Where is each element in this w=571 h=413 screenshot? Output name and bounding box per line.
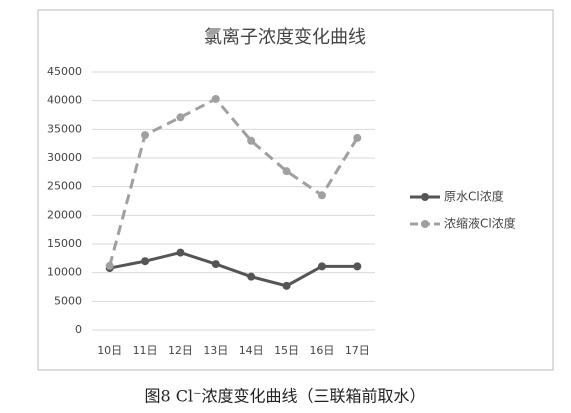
caption: 图8 Cl⁻浓度变化曲线（三联箱前取水）: [144, 387, 425, 406]
x-tick-label: 14日: [239, 344, 264, 357]
y-tick-label: 20000: [47, 208, 82, 221]
x-tick-label: 13日: [203, 344, 228, 357]
chart-frame: [37, 9, 554, 371]
x-tick-label: 15日: [274, 344, 299, 357]
point: [141, 131, 150, 140]
y-tick-label: 35000: [47, 122, 82, 135]
point: [247, 272, 256, 281]
series-line: [108, 97, 359, 267]
y-tick-label: 10000: [47, 266, 82, 279]
point: [353, 133, 362, 142]
x-tick-label: 10日: [97, 344, 122, 357]
point: [141, 257, 150, 266]
point: [176, 113, 185, 122]
point: [105, 261, 114, 270]
series-line: [109, 251, 358, 288]
legend-marker: [421, 193, 429, 201]
point: [211, 94, 220, 103]
point: [317, 262, 326, 271]
x-tick-label: 16日: [309, 344, 334, 357]
y-tick-label: 30000: [47, 151, 82, 164]
y-tick-label: 25000: [47, 180, 82, 193]
y-tick-label: 40000: [47, 94, 82, 107]
point: [317, 191, 326, 200]
point: [282, 167, 291, 176]
legend-label: 原水Cl浓度: [444, 189, 504, 204]
point: [176, 248, 185, 257]
x-tick-label: 12日: [168, 344, 193, 357]
x-tick-label: 11日: [133, 344, 158, 357]
point: [247, 136, 256, 145]
point: [211, 260, 220, 269]
y-tick-label: 15000: [47, 237, 82, 250]
y-tick-label: 5000: [54, 294, 82, 307]
y-tick-label: 45000: [47, 65, 82, 78]
point: [282, 281, 291, 290]
x-tick-label: 17日: [345, 344, 370, 357]
legend-marker: [421, 220, 429, 228]
point: [353, 262, 362, 271]
chart-title: 氯离子浓度变化曲线: [204, 27, 366, 48]
legend-label: 浓缩液Cl浓度: [444, 216, 516, 231]
y-tick-label: 0: [75, 323, 82, 336]
